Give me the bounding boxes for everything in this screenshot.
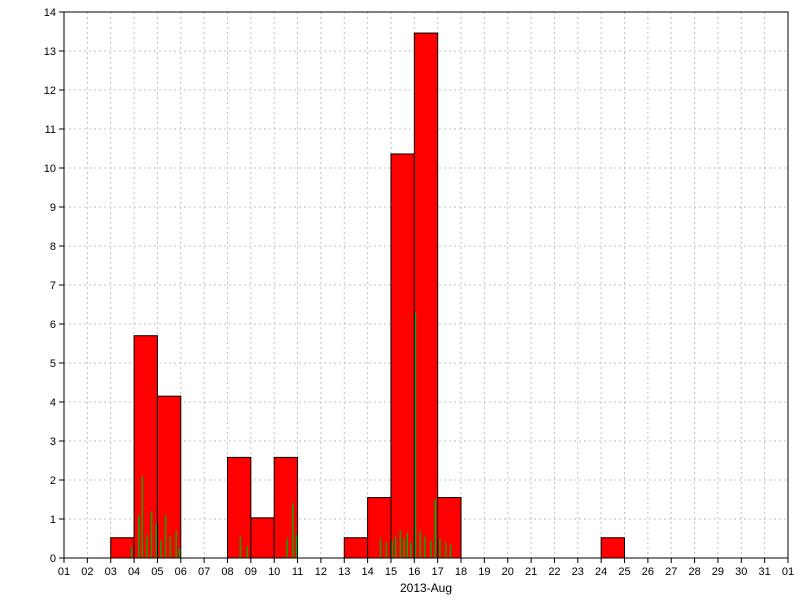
svg-text:14: 14 (361, 566, 373, 578)
svg-text:06: 06 (175, 566, 187, 578)
svg-text:26: 26 (642, 566, 654, 578)
svg-text:13: 13 (338, 566, 350, 578)
svg-text:12: 12 (44, 85, 56, 97)
svg-text:22: 22 (548, 566, 560, 578)
svg-text:16: 16 (408, 566, 420, 578)
svg-text:29: 29 (712, 566, 724, 578)
svg-text:21: 21 (525, 566, 537, 578)
svg-text:1: 1 (50, 514, 56, 526)
svg-text:17: 17 (432, 566, 444, 578)
svg-text:24: 24 (595, 566, 607, 578)
svg-text:20: 20 (502, 566, 514, 578)
svg-text:01: 01 (782, 566, 794, 578)
svg-text:10: 10 (44, 163, 56, 175)
svg-text:11: 11 (292, 566, 303, 578)
svg-text:6: 6 (50, 319, 56, 331)
svg-text:11: 11 (45, 124, 56, 136)
svg-text:5: 5 (50, 358, 56, 370)
svg-text:9: 9 (50, 202, 56, 214)
svg-text:14: 14 (44, 7, 56, 19)
svg-text:08: 08 (221, 566, 233, 578)
svg-text:2: 2 (50, 475, 56, 487)
svg-text:13: 13 (44, 46, 56, 58)
svg-text:19: 19 (478, 566, 490, 578)
svg-text:31: 31 (759, 566, 771, 578)
svg-text:10: 10 (268, 566, 280, 578)
svg-text:25: 25 (618, 566, 630, 578)
svg-text:8: 8 (50, 241, 56, 253)
rainfall-bar-chart: 0102030405060708091011121314151617181920… (0, 0, 800, 600)
chart-svg: 0102030405060708091011121314151617181920… (0, 0, 800, 600)
svg-text:12: 12 (315, 566, 327, 578)
svg-text:07: 07 (198, 566, 210, 578)
svg-text:3: 3 (50, 436, 56, 448)
svg-text:28: 28 (688, 566, 700, 578)
svg-text:4: 4 (50, 397, 56, 409)
svg-text:03: 03 (105, 566, 117, 578)
svg-text:18: 18 (455, 566, 467, 578)
svg-text:04: 04 (128, 566, 140, 578)
svg-text:27: 27 (665, 566, 677, 578)
svg-text:0: 0 (50, 553, 56, 565)
svg-text:2013-Aug: 2013-Aug (400, 581, 452, 595)
svg-text:30: 30 (735, 566, 747, 578)
svg-text:23: 23 (572, 566, 584, 578)
svg-text:05: 05 (151, 566, 163, 578)
svg-text:01: 01 (58, 566, 70, 578)
svg-text:09: 09 (245, 566, 257, 578)
svg-text:02: 02 (81, 566, 93, 578)
svg-text:15: 15 (385, 566, 397, 578)
svg-text:7: 7 (50, 280, 56, 292)
